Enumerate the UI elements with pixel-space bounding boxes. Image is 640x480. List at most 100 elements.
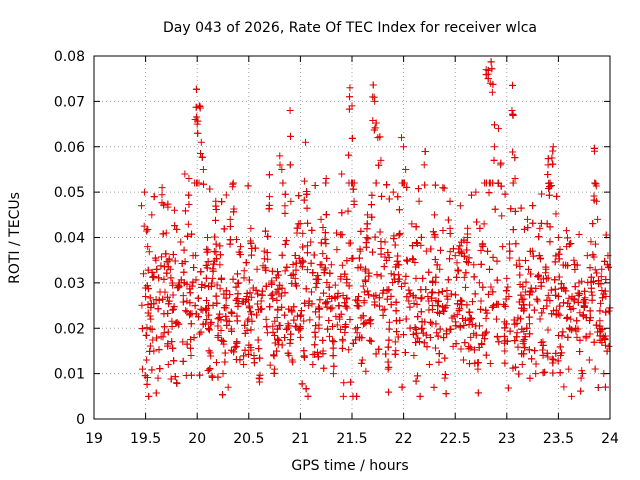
roti-point <box>288 356 296 364</box>
scatter-point <box>289 261 297 269</box>
scatter-point <box>572 324 580 332</box>
scatter-point <box>164 328 172 336</box>
scatter-point <box>278 341 286 349</box>
scatter-point <box>401 279 409 287</box>
scatter-point <box>261 227 269 235</box>
roti-point <box>296 333 304 341</box>
scatter-point <box>545 191 553 199</box>
scatter-point <box>544 353 552 361</box>
scatter-point <box>409 292 417 300</box>
scatter-point <box>245 304 253 312</box>
scatter-point <box>491 121 499 129</box>
roti-point <box>170 206 178 214</box>
scatter-point <box>452 322 460 330</box>
scatter-point <box>423 343 431 351</box>
scatter-point <box>286 339 294 347</box>
scatter-point <box>355 302 363 310</box>
scatter-point <box>229 275 237 283</box>
scatter-point <box>221 349 229 357</box>
scatter-point <box>367 201 375 209</box>
roti-point <box>148 211 156 219</box>
roti-point <box>472 188 480 196</box>
roti-point <box>274 306 282 314</box>
scatter-point <box>196 371 204 379</box>
scatter-point <box>568 392 576 400</box>
x-tick-label: 22 <box>395 431 413 447</box>
scatter-point <box>323 303 331 311</box>
scatter-point <box>167 274 175 282</box>
roti-point <box>164 361 172 369</box>
scatter-point <box>391 275 399 283</box>
roti-point <box>456 202 464 210</box>
scatter-point <box>536 315 544 323</box>
roti-point <box>505 292 513 300</box>
scatter-point <box>360 319 368 327</box>
scatter-point <box>601 335 609 343</box>
scatter-point <box>460 252 468 260</box>
roti-point <box>387 270 395 278</box>
scatter-point <box>403 183 411 191</box>
scatter-point <box>264 232 272 240</box>
scatter-point <box>457 345 465 353</box>
scatter-point <box>262 282 270 290</box>
scatter-point <box>446 248 454 256</box>
scatter-point <box>392 307 400 315</box>
scatter-point <box>512 261 520 269</box>
scatter-point <box>464 224 472 232</box>
scatter-point <box>246 308 254 316</box>
scatter-point <box>605 307 613 315</box>
scatter-point <box>491 205 499 213</box>
scatter-point <box>324 325 332 333</box>
scatter-point <box>327 305 335 313</box>
scatter-point <box>465 345 473 353</box>
scatter-point <box>521 333 529 341</box>
roti-point <box>294 220 302 228</box>
scatter-point <box>457 296 465 304</box>
scatter-point <box>372 119 380 127</box>
scatter-point <box>410 299 418 307</box>
scatter-point <box>593 269 601 277</box>
scatter-point <box>197 149 205 157</box>
scatter-point <box>320 269 328 277</box>
roti-point <box>325 292 333 300</box>
scatter-point <box>598 294 606 302</box>
scatter-point <box>296 312 304 320</box>
scatter-point <box>601 287 609 295</box>
scatter-point <box>241 329 249 337</box>
roti-point <box>197 138 205 146</box>
scatter-point <box>298 263 306 271</box>
scatter-point <box>240 297 248 305</box>
roti-point <box>154 374 162 382</box>
scatter-point <box>207 352 215 360</box>
scatter-point <box>446 197 454 205</box>
y-tick-label: 0 <box>76 412 85 428</box>
scatter-point <box>184 220 192 228</box>
scatter-point <box>543 349 551 357</box>
scatter-point <box>517 204 525 212</box>
scatter-point <box>305 297 313 305</box>
roti-point <box>183 297 191 305</box>
scatter-point <box>370 292 378 300</box>
scatter-point <box>601 257 609 265</box>
roti-point <box>162 229 170 237</box>
scatter-point <box>216 310 224 318</box>
scatter-point <box>525 313 533 321</box>
scatter-point <box>190 263 198 271</box>
scatter-point <box>316 261 324 269</box>
scatter-point <box>330 338 338 346</box>
scatter-point <box>319 336 327 344</box>
scatter-point <box>273 325 281 333</box>
scatter-point <box>551 276 559 284</box>
roti-point <box>405 297 413 305</box>
scatter-point <box>178 259 186 267</box>
roti-point <box>181 170 189 178</box>
roti-point <box>534 297 542 305</box>
scatter-point <box>529 252 537 260</box>
scatter-point <box>586 330 594 338</box>
scatter-point <box>273 296 281 304</box>
scatter-point <box>277 292 285 300</box>
roti-point <box>302 138 310 146</box>
scatter-point <box>587 278 595 286</box>
scatter-point <box>315 304 323 312</box>
scatter-point <box>179 298 187 306</box>
